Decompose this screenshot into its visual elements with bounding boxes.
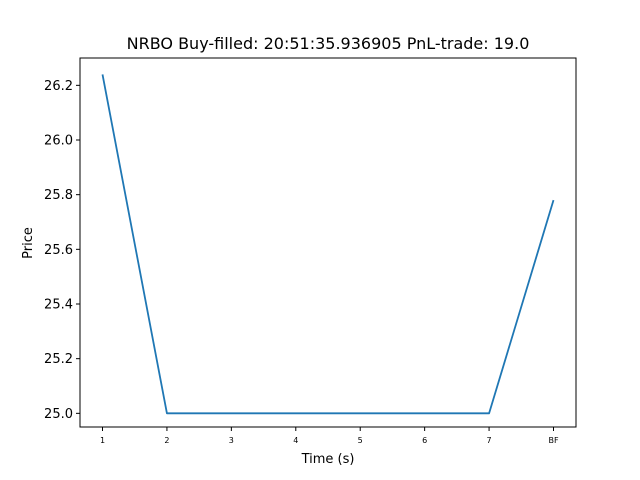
y-tick-label: 26.0 <box>44 134 73 149</box>
y-axis-label: Price <box>21 227 36 259</box>
x-tick-label: 6 <box>422 436 427 445</box>
y-tick-label: 25.8 <box>44 188 73 203</box>
x-axis-label: Time (s) <box>301 452 355 467</box>
x-tick-label: 5 <box>358 436 363 445</box>
x-tick-label: 2 <box>164 436 169 445</box>
x-axis-ticks: 1 2 3 4 5 6 7 BF <box>100 427 559 445</box>
x-tick-label: 3 <box>229 436 234 445</box>
x-tick-label: 7 <box>487 436 492 445</box>
y-tick-label: 25.0 <box>44 407 73 422</box>
y-axis-ticks: 25.0 25.2 25.4 25.6 25.8 26.0 26.2 <box>44 79 80 422</box>
x-tick-label: 1 <box>100 436 105 445</box>
y-tick-label: 25.6 <box>44 243 73 258</box>
x-tick-label: BF <box>548 436 558 445</box>
x-tick-label: 4 <box>293 436 298 445</box>
y-tick-label: 25.4 <box>44 298 73 313</box>
y-tick-label: 25.2 <box>44 352 73 367</box>
plot-area <box>79 57 577 428</box>
series-line <box>101 74 555 415</box>
y-tick-label: 26.2 <box>44 79 73 94</box>
chart-title: NRBO Buy-filled: 20:51:35.936905 PnL-tra… <box>127 34 530 53</box>
